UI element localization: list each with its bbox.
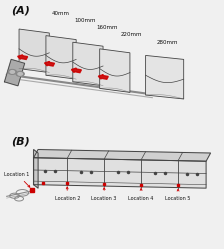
Polygon shape — [34, 149, 38, 188]
Circle shape — [16, 71, 24, 76]
FancyArrow shape — [71, 68, 81, 73]
Text: 100mm: 100mm — [74, 18, 95, 23]
Text: Location 3: Location 3 — [91, 188, 117, 201]
Text: Location 4: Location 4 — [128, 188, 154, 201]
Polygon shape — [34, 149, 211, 161]
FancyArrow shape — [45, 62, 54, 66]
Polygon shape — [34, 158, 206, 188]
Circle shape — [18, 72, 22, 75]
Polygon shape — [146, 56, 184, 99]
Polygon shape — [4, 60, 25, 86]
Text: (A): (A) — [11, 5, 30, 15]
Text: Location 1: Location 1 — [4, 172, 30, 187]
Polygon shape — [19, 29, 49, 73]
Circle shape — [10, 71, 15, 73]
Text: 40mm: 40mm — [52, 11, 69, 16]
Text: Location 2: Location 2 — [54, 187, 80, 201]
Text: Location 5: Location 5 — [165, 189, 191, 201]
Polygon shape — [46, 36, 76, 79]
Text: 160mm: 160mm — [96, 25, 118, 30]
Polygon shape — [100, 49, 130, 92]
Text: 280mm: 280mm — [157, 40, 178, 45]
FancyArrow shape — [98, 75, 108, 79]
Polygon shape — [73, 42, 103, 86]
FancyArrow shape — [18, 55, 28, 60]
Text: (B): (B) — [11, 137, 30, 147]
Text: 220mm: 220mm — [121, 32, 142, 37]
Circle shape — [8, 69, 16, 74]
